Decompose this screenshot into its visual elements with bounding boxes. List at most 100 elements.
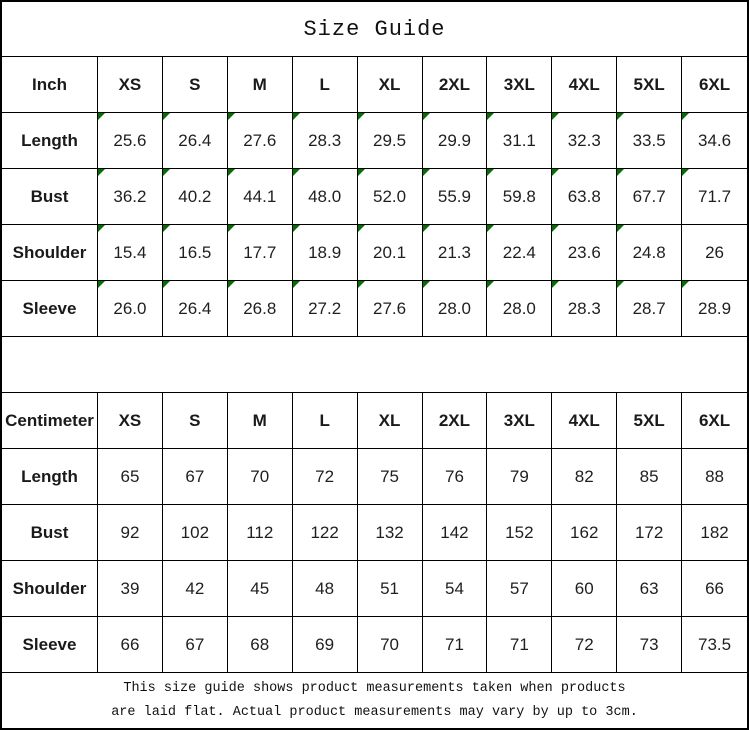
centimeter-value-cell-text: 72 <box>315 466 335 486</box>
inch-value-cell-text: 55.9 <box>437 186 471 206</box>
excel-text-flag-triangle-icon <box>422 169 430 176</box>
inch-value-cell-text: 16.5 <box>178 242 212 262</box>
centimeter-value-cell-text: 71 <box>509 634 529 654</box>
inch-value-cell: 27.6 <box>357 281 423 337</box>
inch-value-cell-text: 26.4 <box>178 130 212 150</box>
inch-size-header-cell: 2XL <box>422 57 488 113</box>
excel-text-flag-triangle-icon <box>162 113 170 120</box>
excel-text-flag-triangle-icon <box>292 281 300 288</box>
inch-value-cell: 24.8 <box>617 225 683 281</box>
centimeter-size-header-cell-text: S <box>189 410 201 430</box>
excel-text-flag-triangle-icon <box>162 281 170 288</box>
centimeter-value-cell: 66 <box>682 561 747 617</box>
centimeter-value-cell: 102 <box>162 505 228 561</box>
centimeter-value-cell: 79 <box>487 449 553 505</box>
centimeter-value-cell: 51 <box>357 561 423 617</box>
centimeter-row-label-cell-text: Sleeve <box>22 634 77 654</box>
inch-size-header-cell: XL <box>357 57 423 113</box>
centimeter-value-cell: 73 <box>617 617 683 673</box>
inch-value-cell-text: 17.7 <box>243 242 277 262</box>
centimeter-value-cell-text: 112 <box>246 522 274 542</box>
inch-value-cell: 26.4 <box>162 113 228 169</box>
centimeter-value-cell: 63 <box>617 561 683 617</box>
inch-value-cell-text: 36.2 <box>113 186 147 206</box>
inch-row-label-cell-text: Bust <box>30 186 69 206</box>
inch-value-cell: 25.6 <box>98 113 163 169</box>
centimeter-value-cell: 162 <box>552 505 618 561</box>
excel-text-flag-triangle-icon <box>617 169 625 176</box>
inch-row-label-cell-text: Shoulder <box>12 242 87 262</box>
inch-size-header-cell: L <box>292 57 358 113</box>
centimeter-value-cell-text: 142 <box>440 522 469 542</box>
centimeter-value-cell: 152 <box>487 505 553 561</box>
centimeter-value-cell-text: 71 <box>444 634 464 654</box>
centimeter-row-label-cell: Bust <box>2 505 98 561</box>
centimeter-value-cell-text: 67 <box>185 466 205 486</box>
inch-unit-header-cell-text: Inch <box>32 74 67 94</box>
inch-value-cell: 29.5 <box>357 113 423 169</box>
centimeter-unit-header-cell: Centimeter <box>2 393 98 449</box>
excel-text-flag-triangle-icon <box>552 225 560 232</box>
excel-text-flag-triangle-icon <box>98 113 105 120</box>
excel-text-flag-triangle-icon <box>682 113 690 120</box>
centimeter-size-header-cell: L <box>292 393 358 449</box>
centimeter-value-cell-text: 66 <box>120 634 140 654</box>
inch-value-cell-text: 71.7 <box>698 186 732 206</box>
inch-value-cell: 40.2 <box>162 169 228 225</box>
centimeter-value-cell: 75 <box>357 449 423 505</box>
inch-value-cell-text: 22.4 <box>502 242 536 262</box>
inch-value-cell: 27.2 <box>292 281 358 337</box>
centimeter-value-cell-text: 182 <box>700 522 729 542</box>
excel-text-flag-triangle-icon <box>227 281 235 288</box>
centimeter-value-cell-text: 102 <box>180 522 210 542</box>
inch-value-cell: 26.4 <box>162 281 228 337</box>
inch-value-cell-text: 18.9 <box>308 242 342 262</box>
excel-text-flag-triangle-icon <box>617 281 625 288</box>
centimeter-value-cell: 54 <box>422 561 488 617</box>
centimeter-size-header-cell-text: 2XL <box>438 410 471 430</box>
excel-text-flag-triangle-icon <box>487 225 495 232</box>
page-title: Size Guide <box>2 2 747 57</box>
inch-value-cell: 20.1 <box>357 225 423 281</box>
inch-value-cell-text: 23.6 <box>567 242 601 262</box>
inch-value-cell: 44.1 <box>227 169 293 225</box>
centimeter-value-cell-text: 66 <box>705 578 724 598</box>
inch-value-cell-text: 63.8 <box>567 186 601 206</box>
centimeter-value-cell-text: 70 <box>250 466 270 486</box>
centimeter-row-label-cell-text: Shoulder <box>12 578 87 598</box>
inch-value-cell: 22.4 <box>487 225 553 281</box>
centimeter-value-cell-text: 85 <box>639 466 659 486</box>
inch-value-cell: 36.2 <box>98 169 163 225</box>
centimeter-value-cell-text: 152 <box>505 522 534 542</box>
centimeter-size-header-cell-text: 5XL <box>633 410 665 430</box>
inch-size-header-cell-text: 3XL <box>503 74 535 94</box>
inch-value-cell: 26.0 <box>98 281 163 337</box>
inch-size-table: Inch XS S M L XL 2XL 3XL 4XL 5XL 6XL Length 25.6 26.4… <box>2 57 747 337</box>
inch-value-cell-text: 32.3 <box>567 130 601 150</box>
inch-value-cell: 16.5 <box>162 225 228 281</box>
inch-value-cell: 28.7 <box>617 281 683 337</box>
centimeter-value-cell-text: 79 <box>509 466 529 486</box>
excel-text-flag-triangle-icon <box>487 113 495 120</box>
centimeter-size-header-cell: S <box>162 393 228 449</box>
centimeter-value-cell-text: 63 <box>639 578 659 598</box>
centimeter-value-cell: 122 <box>292 505 358 561</box>
centimeter-value-cell-text: 54 <box>444 578 464 598</box>
inch-size-header-cell-text: M <box>252 74 267 94</box>
inch-size-header-cell-text: XL <box>378 74 401 94</box>
footer-note-line1: This size guide shows product measuremen… <box>123 680 626 696</box>
centimeter-size-header-cell: 2XL <box>422 393 488 449</box>
centimeter-value-cell-text: 70 <box>380 634 399 654</box>
inch-size-header-cell-text: 5XL <box>633 74 665 94</box>
inch-value-cell: 28.3 <box>552 281 618 337</box>
centimeter-size-header-cell: XS <box>98 393 163 449</box>
inch-size-header-cell: S <box>162 57 228 113</box>
inch-value-cell-text: 28.3 <box>567 298 601 318</box>
inch-value-cell: 28.0 <box>487 281 553 337</box>
inch-row-label-cell: Shoulder <box>2 225 98 281</box>
centimeter-value-cell: 72 <box>552 617 618 673</box>
centimeter-value-cell: 71 <box>422 617 488 673</box>
inch-unit-header-cell: Inch <box>2 57 98 113</box>
inch-value-cell: 28.0 <box>422 281 488 337</box>
